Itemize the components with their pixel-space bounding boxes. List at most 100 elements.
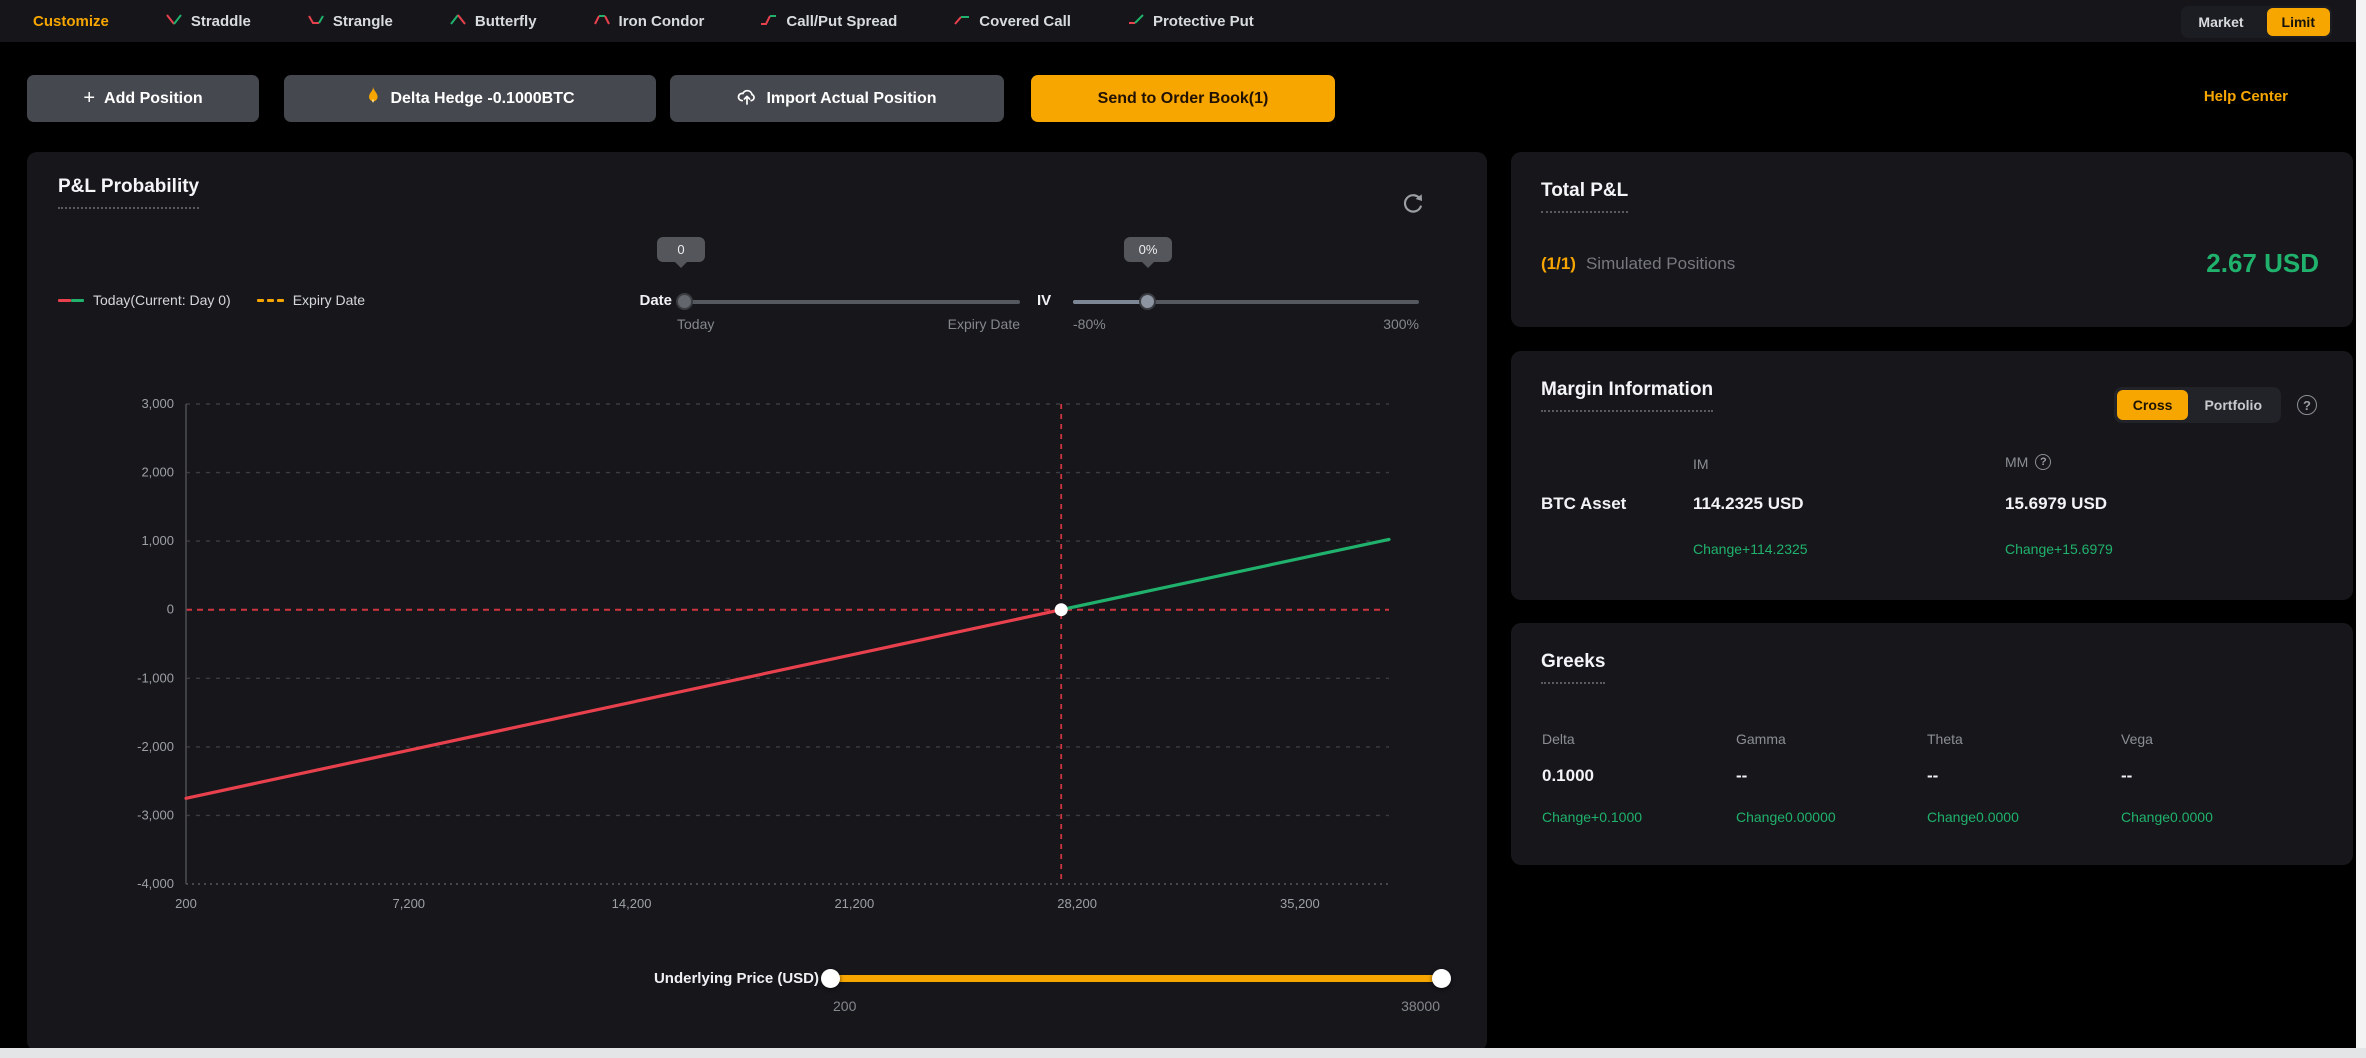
- date-slider[interactable]: [676, 293, 1020, 310]
- iron-condor-icon: [593, 12, 611, 31]
- price-slider-min-thumb[interactable]: [821, 969, 840, 988]
- tab-strangle[interactable]: Strangle: [307, 12, 393, 31]
- legend-label: Today(Current: Day 0): [93, 292, 231, 308]
- market-button[interactable]: Market: [2198, 14, 2244, 30]
- price-range-slider[interactable]: [821, 969, 1451, 988]
- button-label: Import Actual Position: [766, 89, 937, 107]
- straddle-icon: [165, 12, 183, 31]
- strategy-tabs: Customize Straddle Strangle Butterfly Ir…: [33, 12, 1254, 31]
- iv-slider-thumb[interactable]: [1139, 293, 1156, 310]
- total-pnl-row: (1/1) Simulated Positions 2.67 USD: [1541, 248, 2319, 279]
- theta-value: --: [1927, 766, 1939, 785]
- tab-label: Covered Call: [979, 12, 1071, 30]
- butterfly-icon: [449, 12, 467, 31]
- theta-change: Change0.0000: [1927, 809, 2019, 825]
- button-label: Delta Hedge -0.1000BTC: [390, 89, 575, 107]
- tab-call-put-spread[interactable]: Call/Put Spread: [760, 12, 897, 31]
- date-slider-max: Expiry Date: [947, 316, 1020, 332]
- pnl-chart[interactable]: 3,000 2,000 1,000 0 -1,000 -2,000 -3,000 -4,000…: [60, 386, 1420, 916]
- help-center-link[interactable]: Help Center: [2203, 88, 2288, 105]
- delta-value: 0.1000: [1542, 766, 1594, 785]
- delta-label: Delta: [1542, 731, 1575, 747]
- svg-text:1,000: 1,000: [141, 533, 174, 548]
- tab-label: Customize: [33, 12, 109, 30]
- greeks-panel: Greeks Delta Gamma Theta Vega 0.1000 -- …: [1511, 623, 2353, 865]
- today-line-swatch: [58, 298, 84, 302]
- margin-mode-toggle: Cross Portfolio: [2113, 387, 2281, 423]
- order-type-switch: Market Limit: [2181, 6, 2332, 38]
- iv-slider-min: -80%: [1073, 316, 1106, 332]
- tab-label: Iron Condor: [618, 12, 705, 30]
- svg-text:14,200: 14,200: [612, 896, 652, 911]
- chart-title: P&L Probability: [58, 176, 200, 209]
- svg-text:2,000: 2,000: [141, 465, 174, 480]
- total-pnl-panel: Total P&L (1/1) Simulated Positions 2.67…: [1511, 152, 2353, 327]
- svg-text:0: 0: [167, 602, 174, 617]
- legend-label: Expiry Date: [292, 292, 366, 308]
- svg-text:-1,000: -1,000: [137, 670, 174, 685]
- theta-label: Theta: [1927, 731, 1963, 747]
- im-value: 114.2325 USD: [1693, 494, 1804, 513]
- iv-slider-label: IV: [1037, 292, 1052, 309]
- margin-help-icon[interactable]: ?: [2297, 395, 2317, 415]
- portfolio-toggle-button[interactable]: Portfolio: [2204, 397, 2262, 413]
- margin-information-panel: Margin Information Cross Portfolio ? IM …: [1511, 351, 2353, 600]
- date-slider-label: Date: [639, 292, 672, 309]
- vega-value: --: [2121, 766, 2133, 785]
- flame-icon: [365, 86, 381, 111]
- call-put-spread-icon: [760, 12, 778, 31]
- tab-label: Protective Put: [1152, 12, 1254, 30]
- svg-text:28,200: 28,200: [1057, 896, 1097, 911]
- delta-hedge-button[interactable]: Delta Hedge -0.1000BTC: [284, 75, 656, 122]
- tab-protective-put[interactable]: Protective Put: [1127, 12, 1254, 31]
- date-slider-tooltip: 0: [657, 237, 705, 262]
- chart-legend: Today(Current: Day 0) Expiry Date: [58, 292, 365, 308]
- svg-text:3,000: 3,000: [141, 396, 174, 411]
- add-position-button[interactable]: + Add Position: [27, 75, 259, 122]
- vega-label: Vega: [2121, 731, 2153, 747]
- price-slider-max-thumb[interactable]: [1432, 969, 1451, 988]
- legend-today[interactable]: Today(Current: Day 0): [58, 292, 231, 308]
- limit-button[interactable]: Limit: [2266, 8, 2330, 36]
- svg-text:200: 200: [175, 896, 197, 911]
- positions-label: Simulated Positions: [1585, 253, 1736, 273]
- tab-straddle[interactable]: Straddle: [165, 12, 251, 31]
- date-slider-min: Today: [677, 316, 715, 332]
- margin-mode-controls: Cross Portfolio ?: [2113, 387, 2317, 423]
- legend-expiry[interactable]: Expiry Date: [256, 292, 366, 308]
- screenshot-border-right: [2356, 0, 2366, 1058]
- mm-value: 15.6979 USD: [2005, 494, 2108, 513]
- mm-help-icon[interactable]: ?: [2035, 454, 2052, 470]
- price-slider-max: 38000: [1401, 998, 1440, 1014]
- greeks-title: Greeks: [1541, 651, 1606, 684]
- tab-label: Call/Put Spread: [786, 12, 898, 30]
- mm-column-header: MM: [2005, 454, 2029, 470]
- tab-covered-call[interactable]: Covered Call: [953, 12, 1071, 31]
- price-slider-min: 200: [833, 998, 857, 1014]
- price-slider-label: Underlying Price (USD): [653, 970, 819, 987]
- pnl-probability-panel: P&L Probability Today(Current: Day 0) Ex…: [27, 152, 1487, 1051]
- tab-customize[interactable]: Customize: [33, 13, 109, 30]
- refresh-icon[interactable]: [1399, 190, 1427, 223]
- im-change: Change+114.2325: [1693, 541, 1808, 557]
- cloud-upload-icon: [737, 88, 757, 110]
- iv-slider[interactable]: [1073, 293, 1419, 310]
- gamma-label: Gamma: [1736, 731, 1786, 747]
- send-to-order-book-button[interactable]: Send to Order Book(1): [1031, 75, 1335, 122]
- date-slider-thumb[interactable]: [676, 293, 693, 310]
- tab-label: Strangle: [332, 12, 393, 30]
- protective-put-icon: [1127, 12, 1145, 31]
- button-label: Send to Order Book(1): [1097, 89, 1269, 107]
- tab-iron-condor[interactable]: Iron Condor: [593, 12, 705, 31]
- svg-text:-4,000: -4,000: [137, 876, 174, 891]
- covered-call-icon: [953, 12, 971, 31]
- tab-label: Straddle: [190, 12, 251, 30]
- gamma-value: --: [1736, 766, 1748, 785]
- import-position-button[interactable]: Import Actual Position: [670, 75, 1004, 122]
- total-pnl-value: 2.67 USD: [2206, 248, 2319, 278]
- tab-butterfly[interactable]: Butterfly: [449, 12, 537, 31]
- cross-toggle-button[interactable]: Cross: [2116, 390, 2189, 420]
- svg-text:-2,000: -2,000: [137, 739, 174, 754]
- svg-text:35,200: 35,200: [1280, 896, 1320, 911]
- svg-text:-3,000: -3,000: [137, 807, 174, 822]
